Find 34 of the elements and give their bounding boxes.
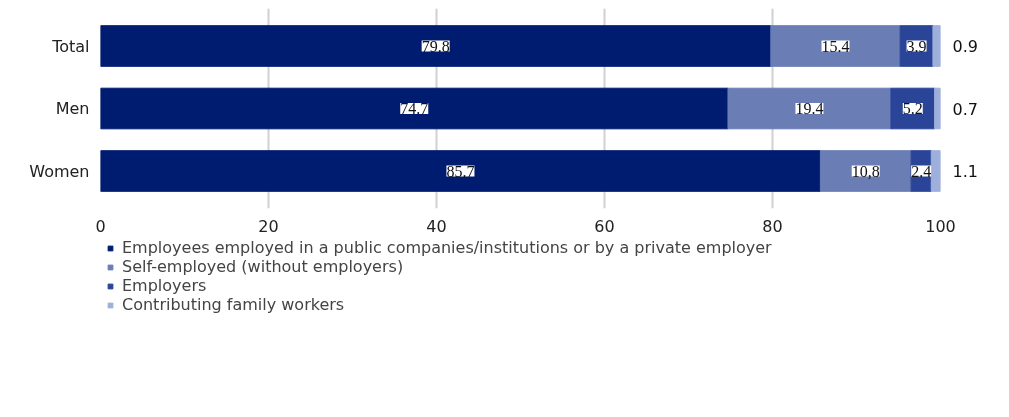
data-label: 74.7 (400, 100, 429, 117)
legend-label: Contributing family workers (122, 295, 345, 314)
y-tick-label: Total (51, 36, 90, 56)
bar (932, 25, 941, 67)
legend-label: Self-employed (without employers) (122, 257, 404, 276)
data-label: 0.9 (952, 37, 978, 56)
data-label: 79.8 (421, 37, 450, 55)
bar (100, 150, 821, 192)
data-label: 19.4 (795, 100, 824, 117)
bar (819, 150, 912, 192)
x-tick-label: 40 (426, 216, 447, 236)
data-label: 15.4 (821, 37, 850, 55)
bar (727, 87, 892, 130)
data-label: 5.2 (902, 100, 923, 117)
legend-label: Employees employed in a public companies/institutions or by a private employer (122, 238, 772, 257)
data-label: 3.9 (906, 37, 927, 55)
bar (100, 25, 772, 67)
data-label: 1.1 (952, 162, 978, 181)
x-tick-label: 80 (762, 216, 783, 236)
data-label: 85.7 (446, 162, 475, 180)
x-tick-label: 0 (95, 216, 106, 236)
bar (100, 87, 729, 130)
y-tick-label: Women (29, 161, 90, 181)
x-tick-label: 100 (925, 216, 956, 236)
x-tick-label: 60 (594, 216, 615, 236)
data-label: 10,8 (851, 162, 880, 180)
bar (930, 150, 941, 192)
bar (770, 25, 901, 67)
y-tick-label: Men (55, 99, 90, 118)
legend-label: Employers (122, 276, 207, 295)
data-label: 2.4 (911, 162, 932, 180)
data-label: 0.7 (952, 99, 978, 119)
bar (934, 87, 941, 130)
x-tick-label: 20 (258, 216, 279, 236)
